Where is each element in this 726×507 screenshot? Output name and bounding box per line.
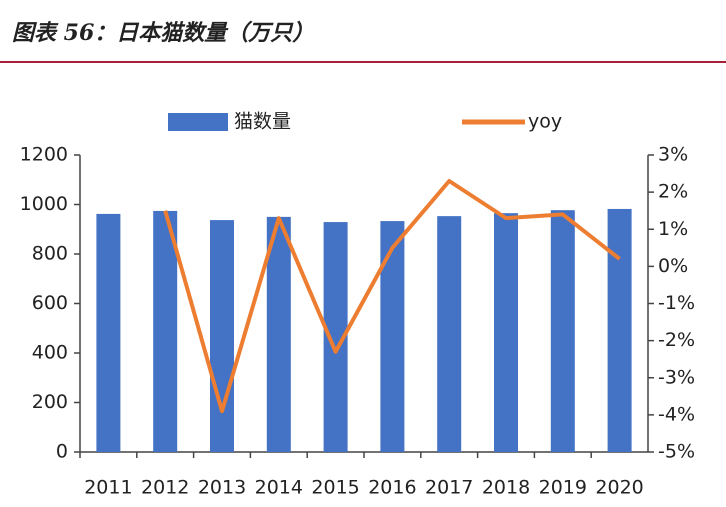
x-tick-label: 2015 [311,477,359,499]
y2-tick-label: 3% [658,144,688,166]
legend-label: 猫数量 [234,111,291,133]
bar [437,216,462,452]
y-tick-label: 0 [56,441,68,463]
bar [96,213,121,452]
line [163,178,621,414]
bar [607,208,632,452]
x-tick-label: 2012 [141,477,189,499]
y-tick-label: 1000 [20,193,68,215]
y2-tick-label: -2% [658,329,695,351]
y2-tick-label: -3% [658,366,695,388]
bar [550,210,575,452]
x-tick-label: 2018 [482,477,530,499]
chart-title: 图表 56：日本猫数量（万只） [12,20,314,46]
x-tick-label: 2011 [84,477,132,499]
bar [153,210,178,452]
y2-tick-label: -4% [658,403,695,425]
y-tick-label: 400 [32,342,68,364]
y2-tick-label: 1% [658,218,688,240]
x-tick-label: 2017 [425,477,473,499]
y2-tick-label: -1% [658,292,695,314]
bar [266,216,291,452]
y-tick-label: 200 [32,391,68,413]
legend-label: yoy [528,111,562,133]
bar [494,213,518,452]
x-tick-label: 2019 [539,477,587,499]
y-tick-label: 800 [32,243,68,265]
y2-tick-label: 0% [658,255,688,277]
x-tick-label: 2016 [368,477,416,499]
x-tick-label: 2013 [198,477,246,499]
legend-swatch [168,113,228,131]
y2-tick-label: -5% [658,441,695,463]
y-tick-label: 1200 [20,144,68,166]
y2-tick-label: 2% [658,181,688,203]
bar [380,221,405,452]
x-tick-label: 2020 [595,477,643,499]
bar [210,220,234,452]
x-tick-label: 2014 [255,477,303,499]
y-tick-label: 600 [32,292,68,314]
